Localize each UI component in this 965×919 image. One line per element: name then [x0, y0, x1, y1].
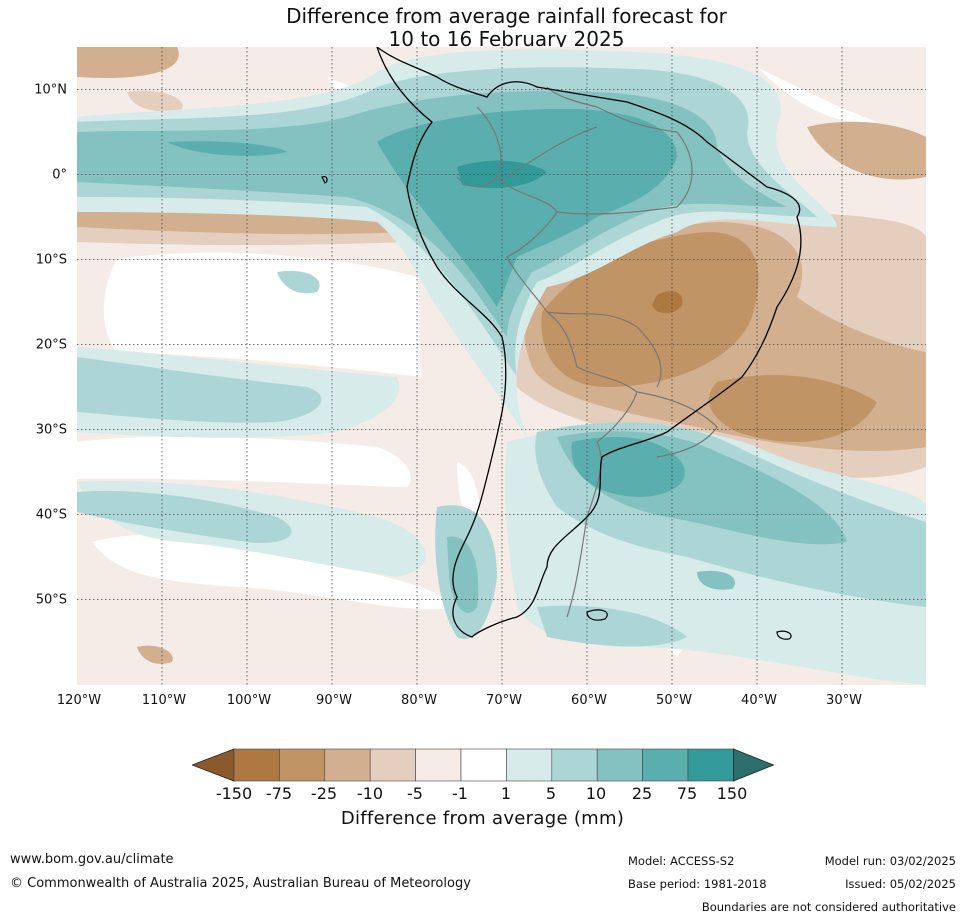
lon-label-60w: 60°W: [571, 693, 607, 708]
colorbar-tick: 25: [631, 784, 653, 803]
colorbar-segment: [369, 748, 416, 782]
model-text: Model: ACCESS-S2: [628, 854, 735, 868]
colorbar-tick: -1: [452, 784, 468, 803]
disclaimer-text: Boundaries are not considered authoritat…: [701, 900, 956, 914]
lon-label-30w: 30°W: [826, 693, 862, 708]
colorbar-tick: 1: [500, 784, 512, 803]
map-title-line-1: Difference from average rainfall forecas…: [286, 4, 727, 28]
lon-label-110w: 110°W: [141, 693, 187, 708]
website-text: www.bom.gov.au/climate: [10, 852, 174, 867]
colorbar-min-arrow: [192, 748, 235, 782]
map-gridlines: [77, 47, 926, 685]
issued-text: Issued: 05/02/2025: [845, 877, 956, 891]
colorbar-max-arrow: [733, 748, 774, 782]
lat-label-40s: 40°S: [35, 507, 67, 523]
lon-label-100w: 100°W: [226, 693, 272, 708]
lat-label-50s: 50°S: [35, 592, 67, 608]
lon-label-70w: 70°W: [486, 693, 522, 708]
model-run-text: Model run: 03/02/2025: [824, 854, 956, 868]
colorbar-tick: 75: [676, 784, 698, 803]
islands: [321, 176, 792, 640]
dry-anomaly-brazil: [495, 212, 926, 478]
copyright-text: © Commonwealth of Australia 2025, Austra…: [10, 876, 471, 891]
wet-anomaly-southeast-pacific: [77, 270, 426, 577]
colorbar-segment: [506, 748, 553, 782]
colorbar-label: Difference from average (mm): [340, 808, 625, 829]
lon-label-90w: 90°W: [316, 693, 352, 708]
colorbar: [192, 748, 774, 782]
colorbar-tick: -25: [310, 784, 338, 803]
colorbar-segment: [460, 748, 507, 782]
lon-label-50w: 50°W: [656, 693, 692, 708]
colorbar-tick: -5: [407, 784, 423, 803]
colorbar-segment: [596, 748, 643, 782]
colorbar-segment: [233, 748, 280, 782]
colorbar-segment: [324, 748, 371, 782]
colorbar-tick: -75: [265, 784, 293, 803]
base-period-text: Base period: 1981-2018: [628, 877, 767, 891]
lat-label-10s: 10°S: [35, 252, 67, 268]
colorbar-segment: [415, 748, 462, 782]
colorbar-tick: 150: [716, 784, 748, 803]
lon-label-40w: 40°W: [741, 693, 777, 708]
south-america-coastline: [376, 47, 802, 638]
colorbar-tick: 10: [585, 784, 607, 803]
colorbar-segment: [279, 748, 326, 782]
colorbar-segment: [642, 748, 689, 782]
lat-label-0: 0°: [52, 167, 67, 183]
colorbar-segment: [551, 748, 598, 782]
colorbar-tick: -10: [356, 784, 384, 803]
colorbar-tick: -150: [215, 784, 253, 803]
colorbar-tick: 5: [545, 784, 557, 803]
lat-label-10n: 10°N: [34, 82, 67, 98]
map-title-line-2: 10 to 16 February 2025: [388, 27, 625, 51]
map-svg: [77, 47, 926, 685]
lon-label-80w: 80°W: [401, 693, 437, 708]
lat-label-20s: 20°S: [35, 337, 67, 353]
colorbar-segment: [687, 748, 734, 782]
lon-label-120w: 120°W: [56, 693, 102, 708]
rainfall-anomaly-map: [77, 47, 926, 685]
lat-label-30s: 30°S: [35, 422, 67, 438]
